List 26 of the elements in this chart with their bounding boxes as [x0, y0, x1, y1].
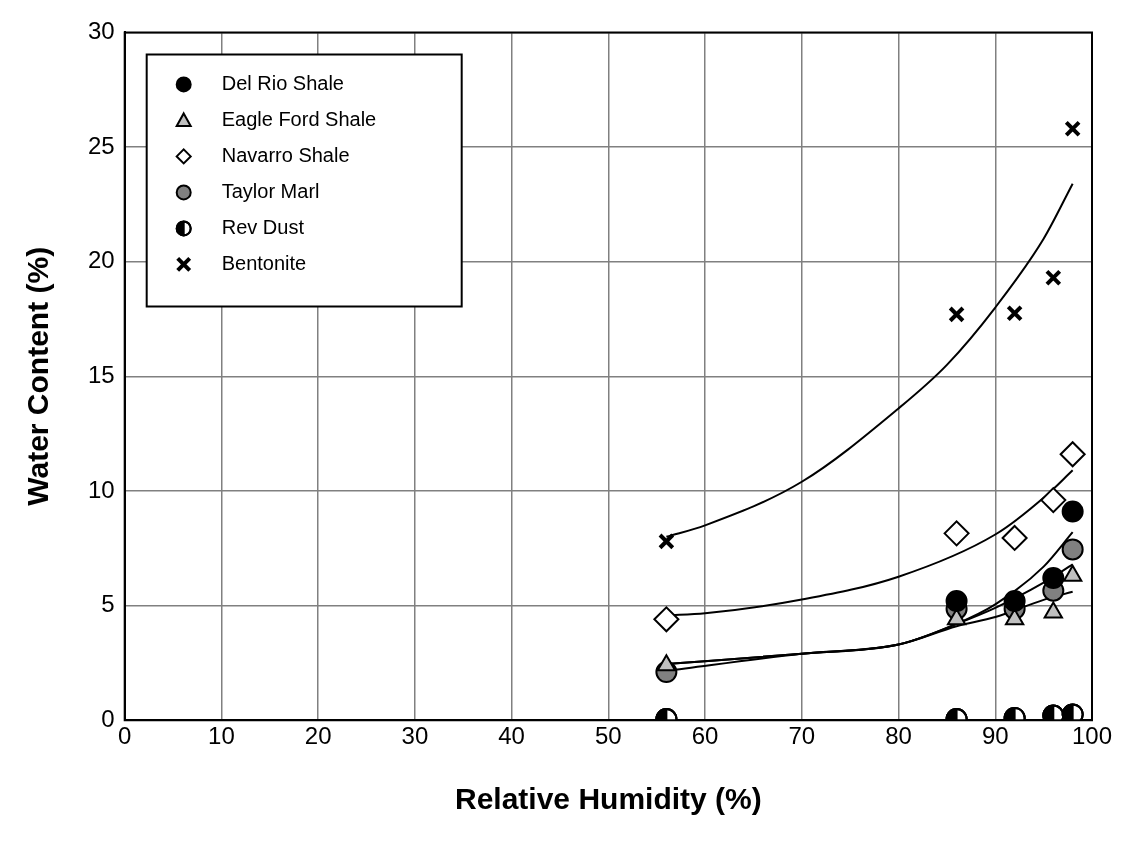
x-tick-label: 0: [118, 722, 132, 750]
x-tick-label: 20: [304, 722, 332, 750]
legend-label: Navarro Shale: [221, 143, 350, 166]
x-tick-label: 30: [401, 722, 429, 750]
y-tick-label: 10: [87, 475, 115, 503]
y-tick-label: 5: [101, 590, 115, 618]
legend-label: Del Rio Shale: [221, 71, 344, 94]
y-axis-title: Water Content (%): [21, 246, 55, 506]
y-tick-label: 30: [87, 17, 115, 45]
x-tick-label: 100: [1071, 722, 1113, 750]
legend-label: Eagle Ford Shale: [221, 107, 377, 130]
x-tick-label: 40: [498, 722, 525, 750]
x-tick-label: 60: [691, 722, 719, 750]
legend-label: Taylor Marl: [221, 179, 320, 202]
x-tick-label: 80: [885, 722, 912, 750]
x-tick-label: 70: [788, 722, 816, 750]
legend-label: Bentonite: [221, 251, 307, 274]
x-tick-label: 10: [208, 722, 235, 750]
y-tick-label: 20: [87, 246, 115, 274]
y-tick-label: 15: [87, 360, 115, 388]
y-tick-label: 0: [101, 704, 115, 732]
y-tick-label: 25: [87, 131, 115, 159]
legend-label: Rev Dust: [221, 215, 305, 238]
x-tick-label: 90: [981, 722, 1009, 750]
x-tick-label: 50: [595, 722, 622, 750]
x-axis-title: Relative Humidity (%): [454, 782, 762, 816]
